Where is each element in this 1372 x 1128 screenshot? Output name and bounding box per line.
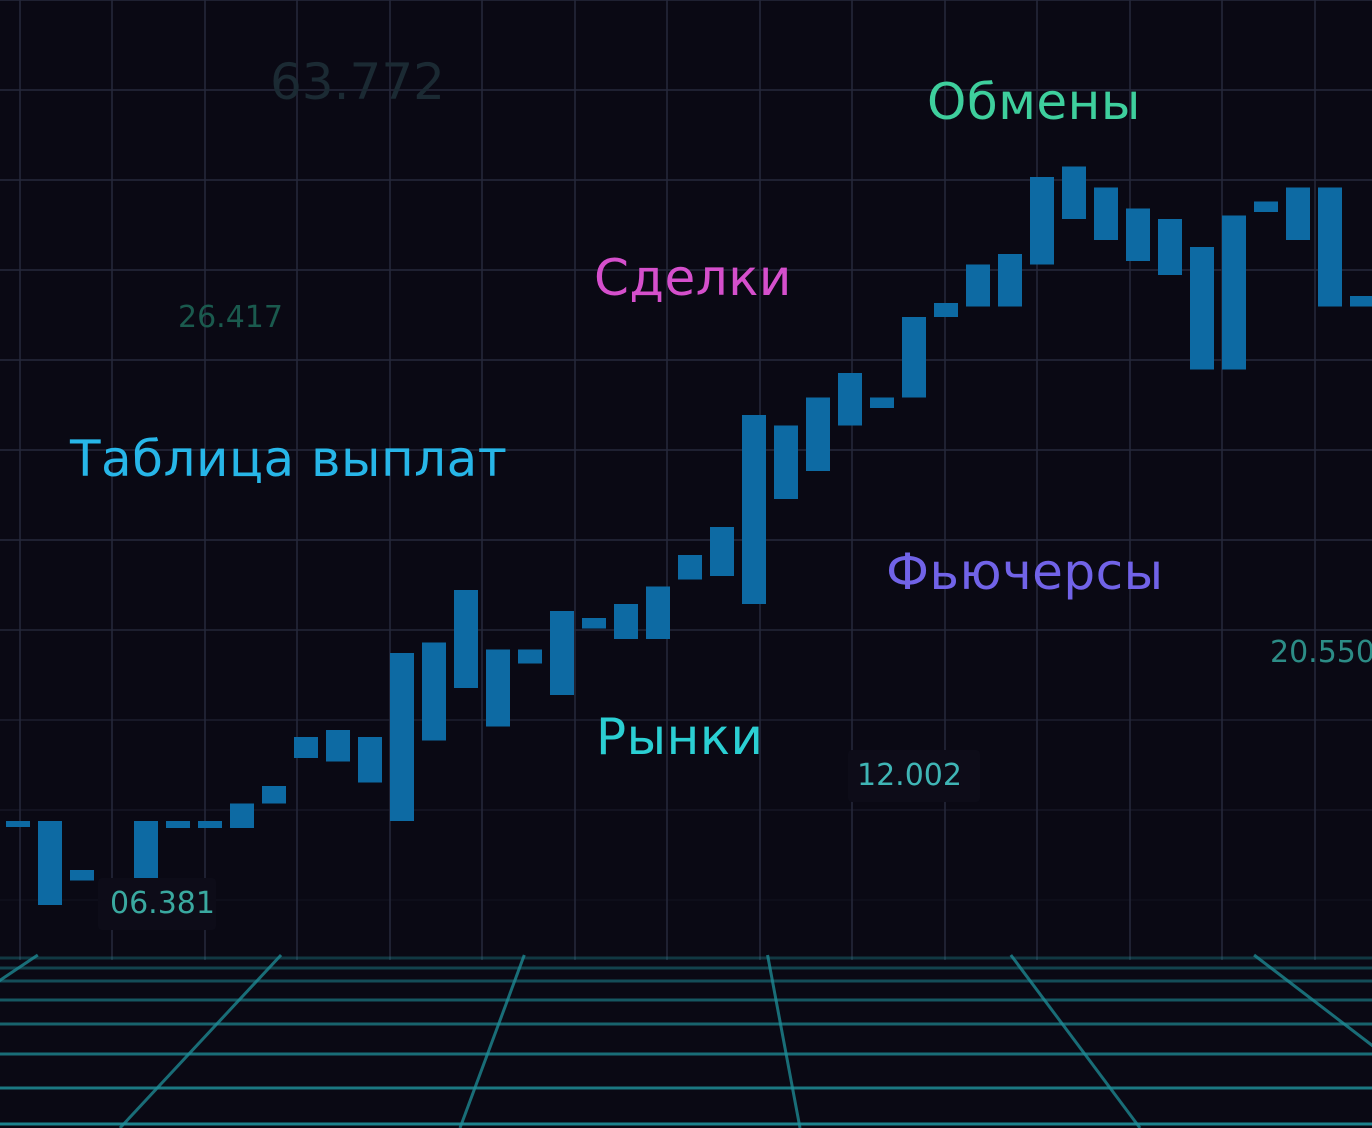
candle-30 bbox=[934, 303, 958, 317]
label-exchanges: Обмены bbox=[927, 73, 1141, 131]
candle-28 bbox=[870, 397, 894, 408]
candle-32 bbox=[998, 254, 1022, 307]
candle-31 bbox=[966, 264, 990, 307]
candle-15 bbox=[454, 590, 478, 688]
candle-13 bbox=[390, 653, 414, 821]
candle-39 bbox=[1222, 215, 1246, 370]
candle-41 bbox=[1286, 187, 1310, 240]
candle-35 bbox=[1094, 187, 1118, 240]
candle-43 bbox=[1350, 296, 1372, 307]
candle-42 bbox=[1318, 187, 1342, 307]
candle-18 bbox=[550, 611, 574, 695]
candle-8 bbox=[230, 803, 254, 828]
candle-29 bbox=[902, 317, 926, 398]
candle-25 bbox=[774, 425, 798, 499]
candle-33 bbox=[1030, 177, 1054, 265]
candlestick-chart bbox=[6, 166, 1372, 926]
candle-40 bbox=[1254, 201, 1278, 212]
label-deals: Сделки bbox=[594, 249, 792, 307]
floor-line-converging bbox=[766, 954, 802, 1128]
background-number-3: 06.381 bbox=[110, 886, 215, 921]
floor-line-converging bbox=[118, 953, 283, 1128]
label-markets: Рынки bbox=[596, 708, 764, 766]
floor-line-converging bbox=[1009, 954, 1142, 1128]
candle-7 bbox=[198, 821, 222, 828]
candle-27 bbox=[838, 373, 862, 426]
candle-6 bbox=[166, 821, 190, 828]
candle-21 bbox=[646, 586, 670, 639]
floor-line-converging bbox=[1253, 953, 1372, 1048]
candle-11 bbox=[326, 730, 350, 762]
background-number-4: 12.002 bbox=[857, 758, 962, 793]
perspective-floor-grid bbox=[0, 953, 1372, 1128]
label-payout-table: Таблица выплат bbox=[70, 430, 508, 488]
candle-16 bbox=[486, 649, 510, 727]
number-backdrop bbox=[848, 750, 980, 802]
candle-19 bbox=[582, 618, 606, 629]
candle-10 bbox=[294, 737, 318, 758]
background-number-2: 26.417 bbox=[178, 300, 283, 335]
candle-2 bbox=[38, 821, 62, 905]
candle-22 bbox=[678, 555, 702, 580]
background-grid bbox=[0, 0, 1372, 960]
candle-23 bbox=[710, 527, 734, 576]
floor-line-converging bbox=[458, 954, 526, 1128]
label-futures: Фьючерсы bbox=[886, 543, 1164, 601]
candle-9 bbox=[262, 786, 286, 804]
candle-17 bbox=[518, 649, 542, 664]
number-backdrop bbox=[98, 878, 216, 930]
candle-3 bbox=[70, 870, 94, 881]
candle-24 bbox=[742, 415, 766, 604]
candle-36 bbox=[1126, 208, 1150, 261]
candle-38 bbox=[1190, 247, 1214, 370]
background-number-5: 20.550 bbox=[1270, 635, 1372, 670]
background-number-1: 63.772 bbox=[270, 53, 445, 111]
candle-14 bbox=[422, 642, 446, 741]
candle-34 bbox=[1062, 166, 1086, 219]
candle-20 bbox=[614, 604, 638, 639]
candle-37 bbox=[1158, 219, 1182, 275]
candle-1 bbox=[6, 821, 30, 827]
candle-12 bbox=[358, 737, 382, 783]
candle-26 bbox=[806, 397, 830, 471]
